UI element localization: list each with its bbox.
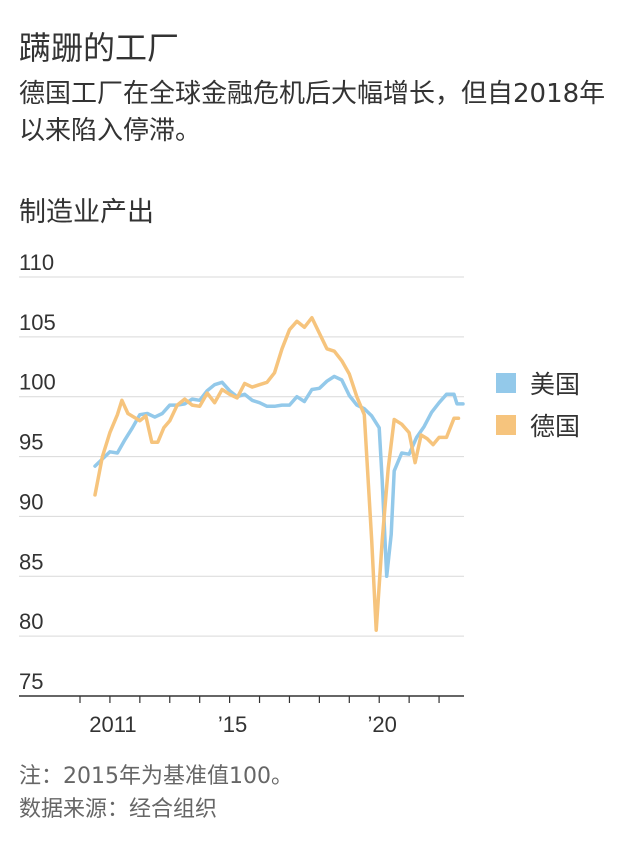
y-tick-label-75: 75 (19, 669, 43, 694)
series-line-us (93, 374, 465, 579)
data-source: 数据来源：经合组织 (19, 797, 218, 822)
y-tick-label-80: 80 (19, 609, 43, 634)
x-tick-label-20: ’20 (368, 712, 397, 737)
y-axis-label: 制造业产出 (19, 197, 154, 228)
y-tick-label-100: 100 (19, 370, 56, 395)
legend-swatch-us (496, 373, 516, 393)
y-tick-label-95: 95 (19, 430, 43, 455)
x-tick-label-2011: 2011 (89, 712, 136, 737)
series-line-germany (93, 315, 461, 632)
legend-label-germany: 德国 (530, 412, 580, 441)
y-tick-label-110: 110 (19, 250, 54, 275)
legend-label-us: 美国 (530, 370, 580, 399)
base-year-note: 注：2015年为基准值100。 (19, 764, 293, 789)
y-tick-label-105: 105 (19, 310, 56, 335)
x-tick-label-15: ’15 (218, 712, 247, 737)
y-tick-label-90: 90 (19, 489, 43, 514)
chart-title: 蹒跚的工厂 (19, 29, 180, 67)
chart-notes: 注：2015年为基准值100。 数据来源：经合组织 (19, 760, 293, 826)
legend-swatch-germany (496, 415, 516, 435)
chart-subtitle: 德国工厂在全球金融危机后大幅增长，但自2018年以来陷入停滞。 (19, 79, 606, 146)
y-tick-label-85: 85 (19, 549, 43, 574)
